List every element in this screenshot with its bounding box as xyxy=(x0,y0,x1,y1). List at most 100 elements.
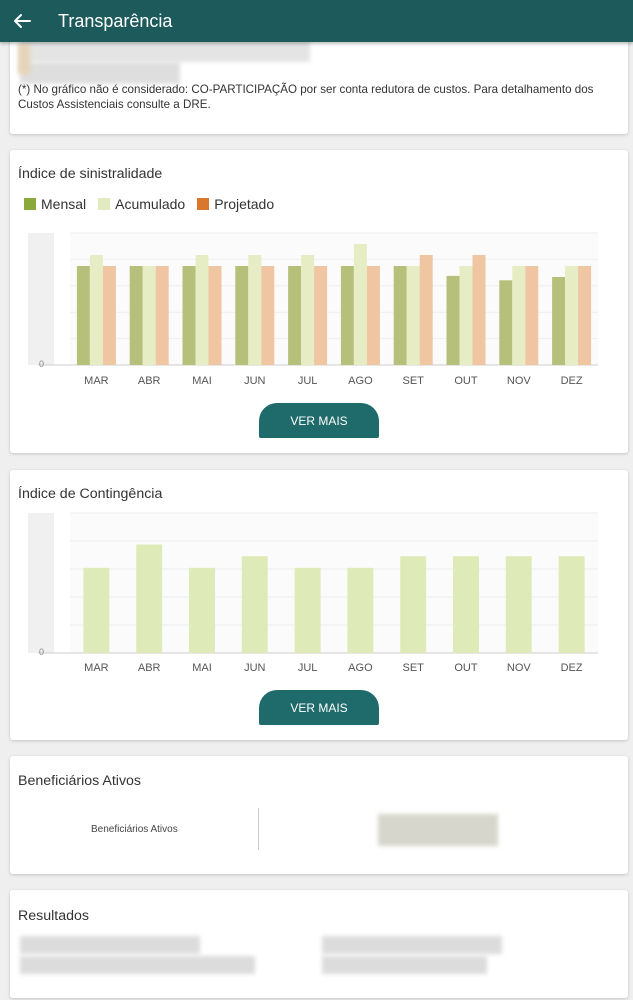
chart-legend: Mensal Acumulado Projetado xyxy=(24,196,286,212)
bar-nov-mensal xyxy=(499,280,513,365)
redacted-content xyxy=(322,956,487,974)
legend-item-projetado: Projetado xyxy=(197,196,274,212)
legend-label: Mensal xyxy=(41,196,87,212)
x-tick-label: ABR xyxy=(138,375,161,387)
x-tick-label: AGO xyxy=(348,375,373,387)
x-tick-label: DEZ xyxy=(561,662,583,674)
bar-ago-acumulado xyxy=(353,244,367,365)
x-tick-label: DEZ xyxy=(561,375,583,387)
bar-dez-projetado xyxy=(578,266,592,365)
bar-jun-acumulado xyxy=(248,255,262,365)
bar-abr-projetado xyxy=(155,266,169,365)
bar-mar-mensal xyxy=(76,266,90,365)
x-tick-label: ABR xyxy=(138,662,161,674)
bar-out-value xyxy=(453,556,479,653)
bar-set-acumulado xyxy=(406,266,420,365)
y-axis-area xyxy=(28,513,54,653)
x-tick-label: NOV xyxy=(507,375,532,387)
bar-abr-acumulado xyxy=(142,266,156,365)
bar-set-projetado xyxy=(419,255,433,365)
app-bar: Transparência xyxy=(0,0,633,42)
sinistralidade-title: Índice de sinistralidade xyxy=(18,166,163,182)
ver-mais-button[interactable]: VER MAIS xyxy=(259,690,379,725)
bar-mai-mensal xyxy=(182,266,196,365)
resultados-title: Resultados xyxy=(18,908,89,924)
resultados-card: Resultados xyxy=(10,890,628,998)
legend-label: Acumulado xyxy=(115,196,186,212)
x-tick-label: OUT xyxy=(454,662,478,674)
bar-jun-mensal xyxy=(235,266,249,365)
redacted-content xyxy=(20,40,310,62)
bar-mar-value xyxy=(83,567,110,653)
y-axis-area xyxy=(28,233,54,365)
y-tick-label: 0 xyxy=(39,359,44,369)
bar-mar-projetado xyxy=(102,266,116,365)
bar-jun-value xyxy=(241,556,268,653)
legend-item-acumulado: Acumulado xyxy=(98,196,185,212)
beneficiarios-title: Beneficiários Ativos xyxy=(18,773,142,789)
costs-card: (*) No gráfico não é considerado: CO-PAR… xyxy=(10,38,628,134)
x-tick-label: MAI xyxy=(192,662,212,674)
bar-out-mensal xyxy=(446,275,460,365)
redacted-content xyxy=(20,956,255,974)
bar-jul-value xyxy=(294,567,321,653)
contingencia-card: Índice de Contingência 0 MAR ABR MAI JUN JUL A… xyxy=(10,470,628,740)
legend-swatch xyxy=(98,198,111,210)
bar-set-value xyxy=(400,556,427,653)
redacted-content xyxy=(322,936,502,954)
redacted-content xyxy=(20,936,200,954)
bar-jul-acumulado xyxy=(301,255,315,365)
legend-label: Projetado xyxy=(214,196,275,212)
bar-nov-acumulado xyxy=(512,266,526,365)
contingencia-title: Índice de Contingência xyxy=(18,486,163,502)
bar-nov-projetado xyxy=(525,266,539,365)
bar-mai-value xyxy=(189,567,215,653)
redacted-value xyxy=(378,814,498,846)
x-tick-label: NOV xyxy=(507,662,532,674)
bar-jun-projetado xyxy=(261,266,275,365)
bar-mai-acumulado xyxy=(195,255,209,365)
x-tick-label: JUL xyxy=(298,375,318,387)
bar-ago-projetado xyxy=(366,266,380,365)
bar-abr-value xyxy=(136,544,163,653)
y-tick-label: 0 xyxy=(39,647,44,657)
sinistralidade-chart: 0 MAR ABR MAI JUN JUL AGO SET OUT NOV DEZ xyxy=(28,232,598,387)
x-tick-label: SET xyxy=(402,375,424,387)
bar-dez-mensal xyxy=(552,277,566,365)
bar-mar-acumulado xyxy=(89,255,103,365)
divider xyxy=(258,808,259,850)
x-tick-label: SET xyxy=(402,662,424,674)
bar-set-mensal xyxy=(393,266,407,365)
bar-dez-acumulado xyxy=(565,266,579,365)
x-tick-label: JUL xyxy=(298,662,318,674)
ver-mais-button[interactable]: VER MAIS xyxy=(259,403,379,438)
x-tick-label: AGO xyxy=(348,662,373,674)
beneficiarios-label: Beneficiários Ativos xyxy=(91,824,178,835)
bar-jul-projetado xyxy=(314,266,328,365)
x-tick-label: MAR xyxy=(84,662,109,674)
bar-mai-projetado xyxy=(208,266,222,365)
chart-note: (*) No gráfico não é considerado: CO-PAR… xyxy=(18,83,594,111)
x-tick-label: OUT xyxy=(454,375,478,387)
bar-abr-mensal xyxy=(129,266,143,365)
arrow-left-icon xyxy=(14,14,31,28)
bar-ago-mensal xyxy=(340,266,354,365)
page-title: Transparência xyxy=(58,10,173,31)
sinistralidade-card: Índice de sinistralidade Mensal Acumulad… xyxy=(10,150,628,453)
back-button[interactable] xyxy=(0,0,44,42)
bar-nov-value xyxy=(505,556,532,653)
x-tick-label: MAI xyxy=(192,375,212,387)
redacted-content xyxy=(20,62,180,84)
bar-dez-value xyxy=(558,556,585,653)
legend-swatch xyxy=(24,198,36,210)
x-tick-label: MAR xyxy=(84,375,109,387)
contingencia-chart: 0 MAR ABR MAI JUN JUL AGO SET OUT NOV DEZ xyxy=(28,512,598,674)
x-tick-label: JUN xyxy=(244,662,265,674)
bar-out-acumulado xyxy=(459,266,473,365)
beneficiarios-card: Beneficiários Ativos Beneficiários Ativo… xyxy=(10,756,628,874)
bar-out-projetado xyxy=(472,255,486,365)
legend-swatch xyxy=(197,198,210,210)
legend-item-mensal: Mensal xyxy=(24,196,86,212)
redacted-legend xyxy=(18,44,30,74)
bar-jul-mensal xyxy=(288,266,302,365)
